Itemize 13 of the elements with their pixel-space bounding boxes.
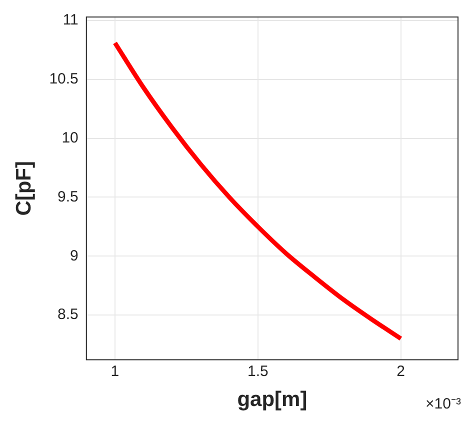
y-tick-label: 9 (70, 247, 78, 264)
y-tick-label: 11 (62, 12, 78, 29)
text: ×10⁻³ (426, 395, 461, 412)
y-tick-label: 10 (62, 129, 78, 146)
x-axis-title: gap[m] (237, 388, 308, 412)
line-series (112, 40, 404, 341)
y-tick-label: 9.5 (58, 188, 78, 206)
y-tick-label: 8.5 (58, 306, 78, 324)
y-axis-title: C[pF] (12, 160, 36, 216)
x-tick-label: 1.5 (247, 362, 268, 380)
x-tick-label: 1 (110, 362, 120, 380)
y-tick-label: 10.5 (49, 70, 78, 88)
x-tick-label: 2 (396, 362, 405, 380)
